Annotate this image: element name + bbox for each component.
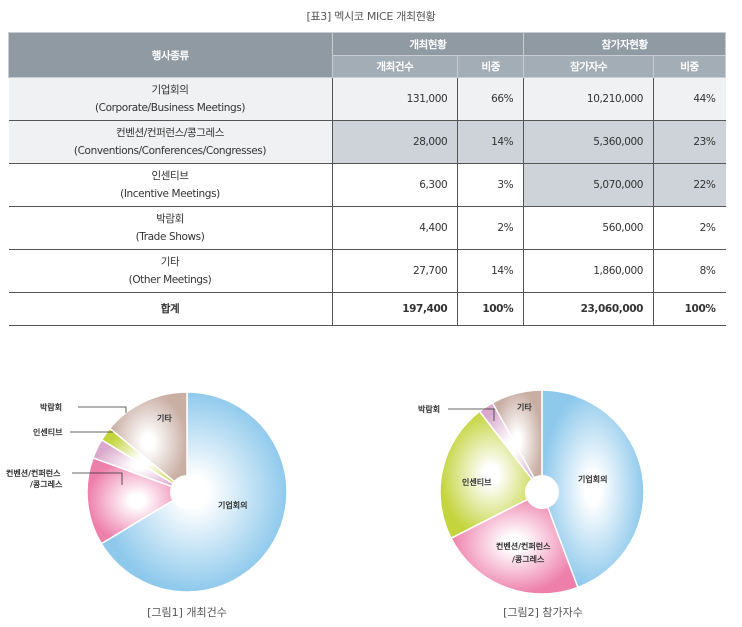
slice-label-conventions-2: /콩그레스 — [30, 479, 63, 489]
row-type-cell: 컨벤션/컨퍼런스/콩그레스 (Conventions/Conferences/Co… — [8, 120, 333, 164]
table-row: 박람회 (Trade Shows) 4,400 2% 560,000 2% — [8, 206, 726, 250]
row-type-cell: 인센티브 (Incentive Meetings) — [8, 163, 333, 207]
events-count-cell: 6,300 — [331, 163, 458, 207]
slice-label-corporate: 기업회의 — [218, 500, 247, 510]
table-caption: [표3] 멕시코 MICE 개최현황 — [306, 10, 436, 23]
participants-count-cell: 1,860,000 — [523, 249, 654, 293]
header-participants-share: 비중 — [653, 55, 726, 78]
pie-slice-3 — [439, 410, 544, 540]
total-participants-count: 23,060,000 — [523, 292, 654, 326]
mice-stats-table: 행사종류 개최현황 참가자현황 개최건수 비중 참가자수 비중 기업회의 (Cor… — [8, 32, 726, 326]
header-events-count: 개최건수 — [331, 55, 459, 78]
participants-share-cell: 2% — [653, 206, 726, 250]
participants-share-cell: 23% — [653, 120, 726, 164]
pie-slice-5 — [108, 391, 188, 494]
row-type-name: 기타 — [160, 256, 180, 268]
pie-center-hole — [525, 475, 559, 509]
leader-line — [72, 472, 123, 485]
row-type-cell: 기타 (Other Meetings) — [8, 249, 333, 293]
events-count-cell: 27,700 — [331, 249, 458, 293]
total-row: 합계 197,400 100% 23,060,000 100% — [8, 292, 726, 326]
total-participants-share: 100% — [653, 292, 726, 326]
row-type-name: 기업회의 — [151, 84, 189, 96]
header-participants-count: 참가자수 — [523, 55, 655, 78]
slice-label-conventions-2: /콩그레스 — [512, 554, 545, 564]
slice-label-trade-shows: 박람회 — [40, 402, 62, 412]
participants-count-cell: 560,000 — [523, 206, 654, 250]
total-events-share: 100% — [457, 292, 524, 326]
header-event-type: 행사종류 — [8, 32, 333, 78]
slice-label-incentive: 인센티브 — [462, 477, 492, 487]
row-type-name: 컨벤션/컨퍼런스/콩그레스 — [115, 127, 225, 139]
slice-label-incentive: 인센티브 — [33, 427, 63, 437]
events-share-cell: 2% — [457, 206, 524, 250]
row-type-name-en: (Incentive Meetings) — [120, 188, 220, 200]
leader-line — [448, 408, 495, 421]
slice-label-other: 기타 — [517, 402, 532, 412]
participants-pie-slices — [439, 389, 645, 595]
slice-label-conventions-1: 컨벤션/컨퍼런스 — [496, 541, 551, 551]
events-count-cell: 28,000 — [331, 120, 458, 164]
pie-center-hole — [170, 475, 204, 509]
events-share-cell: 66% — [457, 77, 524, 121]
participants-share-cell: 8% — [653, 249, 726, 293]
header-events-share: 비중 — [457, 55, 525, 78]
participants-share-cell: 22% — [653, 163, 726, 207]
participants-count-cell: 5,360,000 — [523, 120, 654, 164]
participants-count-cell: 5,070,000 — [523, 163, 654, 207]
table-row: 기업회의 (Corporate/Business Meetings) 131,00… — [8, 77, 726, 121]
figure-2-caption: [그림2] 참가자수 — [503, 606, 583, 619]
slice-label-corporate: 기업회의 — [578, 474, 607, 484]
events-share-cell: 14% — [457, 120, 524, 164]
events-pie-chart: 박람회 인센티브 컨벤션/컨퍼런스 /콩그레스 기타 기업회의 — [0, 385, 300, 600]
pie-slice-1 — [541, 389, 645, 589]
events-share-cell: 3% — [457, 163, 524, 207]
events-count-cell: 4,400 — [331, 206, 458, 250]
header-events: 개최현황 — [331, 32, 525, 56]
slice-label-trade-shows: 박람회 — [418, 404, 440, 414]
participants-share-cell: 44% — [653, 77, 726, 121]
row-type-name: 박람회 — [156, 213, 184, 225]
events-share-cell: 14% — [457, 249, 524, 293]
total-events-count: 197,400 — [331, 292, 458, 326]
header-participants: 참가자현황 — [523, 32, 726, 56]
participants-pie-chart: 박람회 기타 인센티브 기업회의 컨벤션/컨퍼런스 /콩그레스 — [400, 385, 700, 600]
row-type-name: 인센티브 — [151, 170, 189, 182]
table-row: 기타 (Other Meetings) 27,700 14% 1,860,000 … — [8, 249, 726, 293]
row-type-name-en: (Other Meetings) — [128, 274, 212, 286]
row-type-name-en: (Trade Shows) — [135, 231, 205, 243]
participants-count-cell: 10,210,000 — [523, 77, 654, 121]
events-count-cell: 131,000 — [331, 77, 458, 121]
events-pie-svg: 박람회 인센티브 컨벤션/컨퍼런스 /콩그레스 기타 기업회의 — [6, 391, 288, 593]
pie-slice-5 — [491, 389, 543, 495]
participants-pie-svg: 박람회 기타 인센티브 기업회의 컨벤션/컨퍼런스 /콩그레스 — [418, 389, 645, 595]
figure-1-caption: [그림1] 개최건수 — [147, 606, 227, 619]
row-type-name-en: (Corporate/Business Meetings) — [94, 102, 246, 114]
pie-slice-2 — [450, 490, 579, 595]
pie-slice-2 — [86, 456, 189, 545]
leader-line — [78, 406, 127, 413]
row-type-cell: 기업회의 (Corporate/Business Meetings) — [8, 77, 333, 121]
slice-label-other: 기타 — [157, 413, 172, 423]
total-label: 합계 — [8, 292, 333, 326]
table-row: 컨벤션/컨퍼런스/콩그레스 (Conventions/Conferences/Co… — [8, 120, 726, 164]
slice-label-conventions-1: 컨벤션/컨퍼런스 — [6, 468, 61, 478]
row-type-cell: 박람회 (Trade Shows) — [8, 206, 333, 250]
table-row: 인센티브 (Incentive Meetings) 6,300 3% 5,070,… — [8, 163, 726, 207]
row-type-name-en: (Conventions/Conferences/Congresses) — [73, 145, 267, 157]
